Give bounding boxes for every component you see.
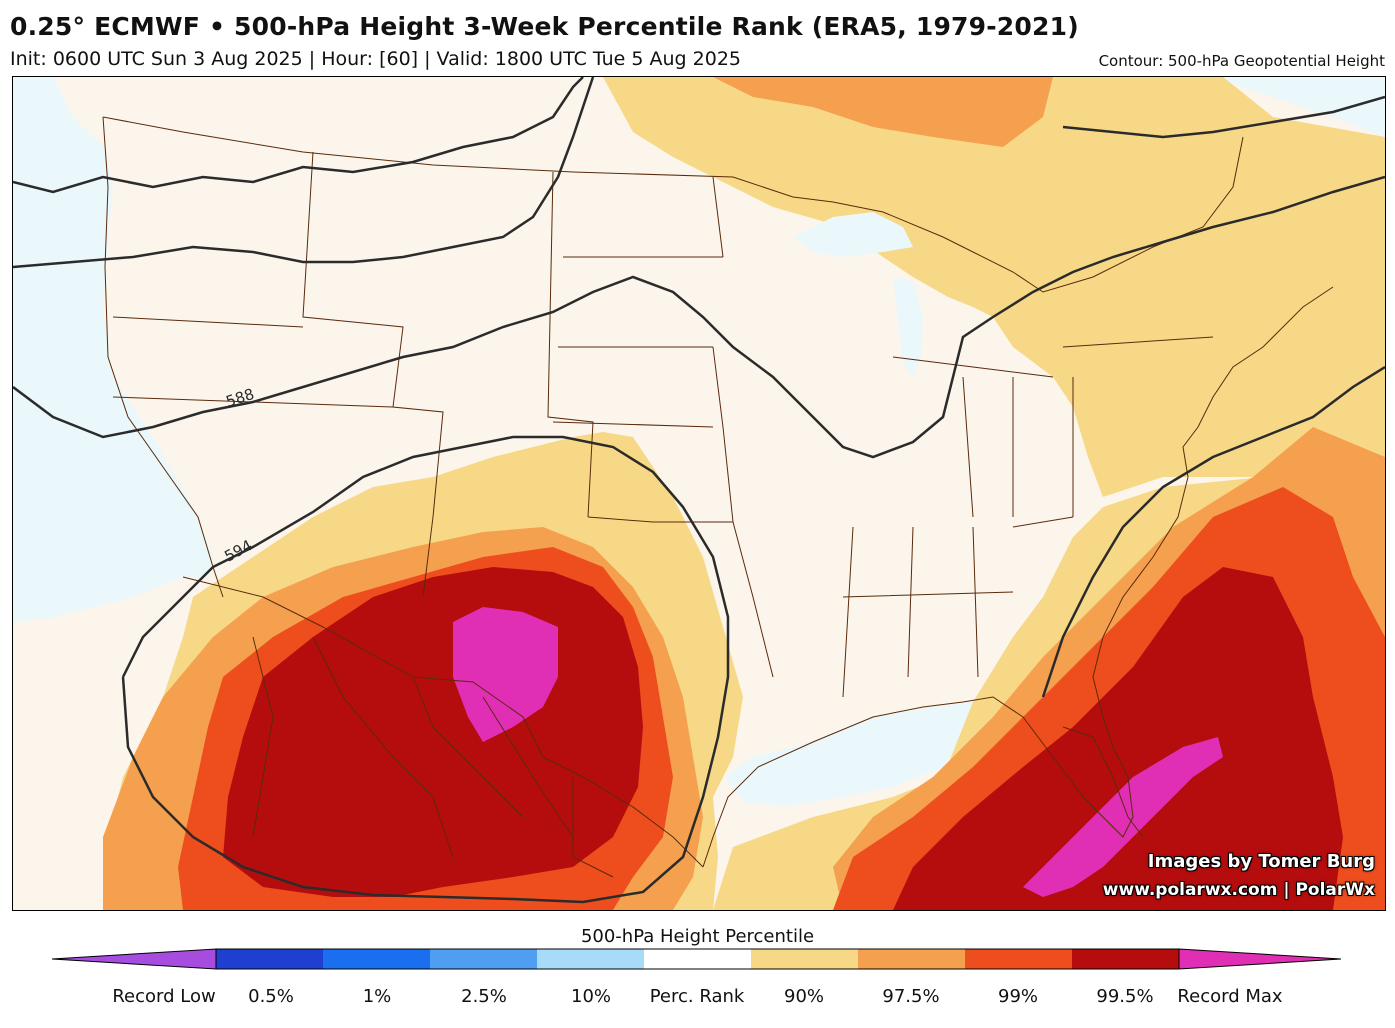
contour-594 [121, 435, 730, 904]
colorbar-segment-97-5 [858, 949, 965, 969]
credit-website: www.polarwx.com | PolarWx [1102, 880, 1375, 900]
atlantic-coast [1092, 286, 1334, 718]
colorbar-segment-1 [323, 949, 430, 969]
mexico-state-borders [252, 636, 614, 878]
colorbar-label-90: 90% [783, 986, 825, 1007]
gulf-of-mexico-light [725, 702, 973, 807]
contour-label-588: 588 [224, 385, 257, 411]
colorbar-label-99-5: 99.5% [1096, 986, 1154, 1007]
height-contours [13, 77, 1385, 904]
contour-note: Contour: 500-hPa Geopotential Height [1098, 52, 1385, 70]
lake-michigan [893, 277, 923, 377]
colorbar-label-99: 99% [997, 986, 1039, 1007]
pacific-ocean [13, 77, 213, 622]
mexico-us-border [182, 576, 704, 868]
contour-ne [1062, 95, 1385, 139]
map-panel: 588 594 Images by Tomer Burg www.polarwx… [12, 76, 1386, 911]
credit-author: Images by Tomer Burg [1147, 851, 1375, 872]
colorbar-label-record-max: Record Max [1177, 986, 1283, 1007]
colorbar-label-2-5: 2.5% [461, 986, 507, 1007]
colorbar-outline [215, 948, 1180, 970]
colorbar-segment-99-5 [1072, 949, 1179, 969]
colorbar-label-record-low: Record Low [112, 986, 216, 1007]
colorbar-segment-record-max [1178, 948, 1342, 970]
map-subtitle: Init: 0600 UTC Sun 3 Aug 2025 | Hour: [6… [10, 48, 741, 70]
percentile-shading [103, 77, 1385, 910]
contour-nw [13, 77, 595, 269]
colorbar-segment-2-5 [430, 949, 537, 969]
colorbar-title: 500-hPa Height Percentile [580, 926, 815, 947]
west-coast [102, 116, 224, 598]
ocean-areas [13, 77, 1385, 807]
contour-588 [13, 175, 1385, 459]
lake-superior [793, 212, 913, 257]
shade-995-southeast [893, 567, 1343, 910]
map-canvas: 588 594 [13, 77, 1385, 910]
colorbar-label-perc-rank: Perc. Rank [649, 986, 745, 1007]
colorbar-segment-record-low [51, 948, 217, 970]
shade-record-max-florida [1023, 737, 1223, 897]
colorbar-label-0-5: 0.5% [248, 986, 294, 1007]
contour-east [1041, 365, 1385, 698]
gulf-coast [702, 696, 1134, 868]
colorbar-segment-0-5 [216, 949, 323, 969]
interior-borders-3 [842, 336, 1214, 698]
map-title: 0.25° ECMWF • 500-hPa Height 3-Week Perc… [10, 12, 1079, 41]
colorbar-segment-10 [537, 949, 644, 969]
shade-record-max-texas [453, 607, 558, 742]
shade-97-north [713, 77, 1053, 147]
colorbar-segment-perc-rank [644, 949, 751, 969]
colorbar-segment-90 [751, 949, 858, 969]
colorbar-segment-99 [965, 949, 1072, 969]
atlantic-ne-light [1213, 77, 1385, 137]
florida-outline [1062, 726, 1144, 838]
colorbar [51, 948, 1342, 970]
contour-north [13, 77, 584, 194]
colorbar-label-97-5: 97.5% [882, 986, 940, 1007]
colorbar-label-10: 10% [570, 986, 612, 1007]
colorbar-label-1: 1% [362, 986, 392, 1007]
